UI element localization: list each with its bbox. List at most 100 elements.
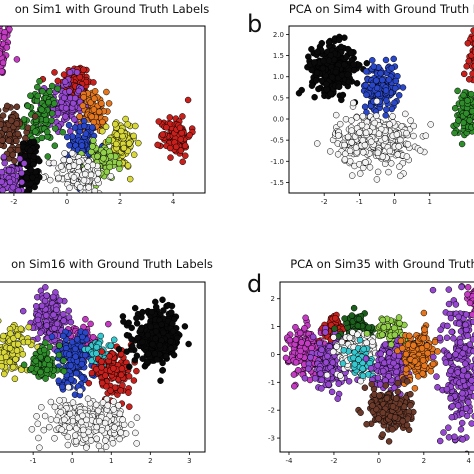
data-point-white xyxy=(85,164,91,170)
data-point-white xyxy=(36,445,42,451)
y-tick-label: -1.0 xyxy=(270,158,284,166)
data-point-purple xyxy=(310,334,316,340)
data-point-white xyxy=(387,148,393,154)
data-point-black xyxy=(326,58,332,64)
data-point-purple xyxy=(377,381,383,387)
data-point-black xyxy=(139,339,145,345)
data-point-purple xyxy=(62,114,68,120)
data-point-black xyxy=(174,335,180,341)
data-point-orange xyxy=(77,114,83,120)
data-point-brown xyxy=(32,113,38,119)
data-point-brown xyxy=(369,381,375,387)
data-point-blue xyxy=(68,363,74,369)
data-point-red xyxy=(155,142,161,148)
data-point-white xyxy=(82,171,88,177)
data-point-darkgreen xyxy=(351,305,357,311)
data-point-brown xyxy=(395,389,401,395)
data-point-orange xyxy=(398,338,404,344)
data-point-white xyxy=(134,440,140,446)
data-point-magenta xyxy=(293,337,299,343)
data-point-white xyxy=(330,349,336,355)
data-point-magenta xyxy=(283,355,289,361)
data-point-blue xyxy=(383,112,389,118)
data-point-white xyxy=(94,436,100,442)
data-point-blue xyxy=(400,85,406,91)
data-point-brown xyxy=(400,418,406,424)
data-point-white xyxy=(96,418,102,424)
data-point-darkgreen xyxy=(356,316,362,322)
data-point-brown xyxy=(370,403,376,409)
data-point-magenta xyxy=(1,35,7,41)
data-point-orange xyxy=(420,357,426,363)
data-point-purple xyxy=(66,88,72,94)
data-point-purple xyxy=(319,377,325,383)
data-point-white xyxy=(335,151,341,157)
y-tick-label: -0.5 xyxy=(270,137,284,145)
data-point-black xyxy=(341,62,347,68)
data-point-purple xyxy=(6,167,12,173)
data-point-white xyxy=(349,128,355,134)
data-point-red xyxy=(163,124,169,130)
data-point-white xyxy=(117,411,123,417)
data-point-blue xyxy=(89,124,95,130)
data-point-green xyxy=(61,358,67,364)
data-point-purple xyxy=(430,287,436,293)
data-point-orange xyxy=(432,339,438,345)
data-point-brown xyxy=(389,426,395,432)
data-point-red xyxy=(61,72,67,78)
data-point-black xyxy=(329,74,335,80)
data-point-black xyxy=(343,54,349,60)
x-tick-label: -2 xyxy=(321,198,328,206)
data-point-black xyxy=(169,320,175,326)
y-tick-label: 0.0 xyxy=(273,116,284,124)
data-point-white xyxy=(404,130,410,136)
data-point-black xyxy=(36,158,42,164)
data-point-black xyxy=(321,58,327,64)
data-point-yellow xyxy=(126,141,132,147)
data-point-purple xyxy=(67,70,73,76)
data-point-brown xyxy=(376,393,382,399)
data-point-black xyxy=(326,39,332,45)
data-point-orange xyxy=(89,114,95,120)
data-point-green xyxy=(455,88,461,94)
data-point-purple xyxy=(305,366,311,372)
data-point-lime xyxy=(392,332,398,338)
data-point-orange xyxy=(91,96,97,102)
data-point-purple xyxy=(44,323,50,329)
data-point-black xyxy=(140,309,146,315)
data-point-purple xyxy=(329,389,335,395)
data-point-orange xyxy=(425,350,431,356)
data-point-white xyxy=(42,413,48,419)
data-point-white xyxy=(337,373,343,379)
data-point-white xyxy=(48,417,54,423)
data-point-brown xyxy=(395,380,401,386)
data-point-lime xyxy=(107,164,113,170)
data-point-purple xyxy=(326,381,332,387)
data-point-green xyxy=(39,88,45,94)
data-point-red xyxy=(182,153,188,159)
data-point-red xyxy=(332,315,338,321)
data-point-magenta xyxy=(299,340,305,346)
data-point-green xyxy=(463,110,469,116)
data-point-black xyxy=(171,352,177,358)
data-point-green xyxy=(464,98,470,104)
data-point-orange xyxy=(428,368,434,374)
data-point-red xyxy=(160,132,166,138)
data-point-red xyxy=(178,148,184,154)
data-point-white xyxy=(48,399,54,405)
data-point-green xyxy=(459,141,465,147)
data-point-white xyxy=(76,159,82,165)
data-point-yellow xyxy=(112,121,118,127)
data-point-green xyxy=(56,352,62,358)
data-point-purple xyxy=(10,184,16,190)
data-point-white xyxy=(54,417,60,423)
data-point-green xyxy=(25,103,31,109)
data-point-black xyxy=(31,154,37,160)
data-point-green xyxy=(39,107,45,113)
data-point-blue xyxy=(391,56,397,62)
data-point-white xyxy=(372,120,378,126)
data-point-green xyxy=(29,366,35,372)
y-tick-label: 2.0 xyxy=(273,31,284,39)
panel-sim1-title: on Sim1 with Ground Truth Labels xyxy=(15,2,209,16)
data-point-lime xyxy=(108,153,114,159)
